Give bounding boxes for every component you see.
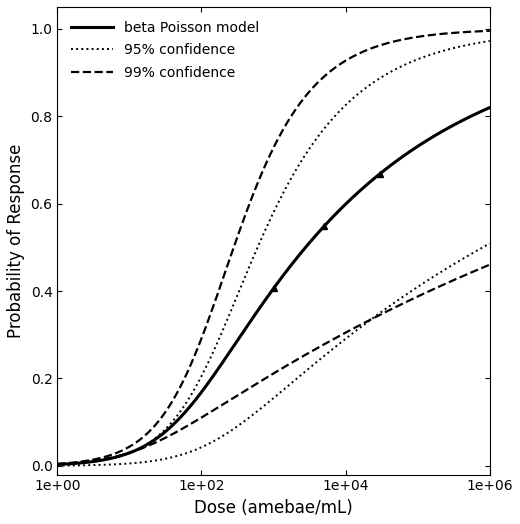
Legend: beta Poisson model, 95% confidence, 99% confidence: beta Poisson model, 95% confidence, 99% … — [64, 14, 266, 86]
X-axis label: Dose (amebae/mL): Dose (amebae/mL) — [194, 499, 353, 517]
Y-axis label: Probability of Response: Probability of Response — [7, 144, 25, 338]
